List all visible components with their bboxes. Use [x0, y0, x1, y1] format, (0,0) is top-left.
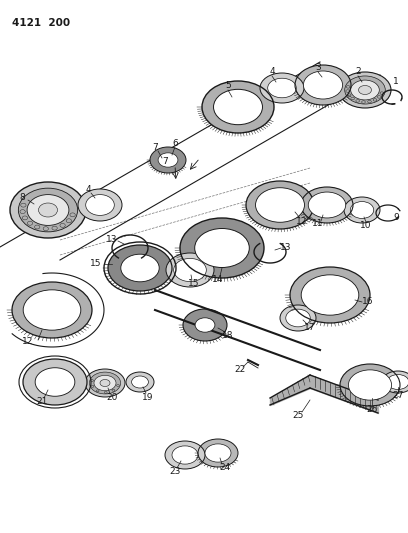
Ellipse shape	[359, 85, 372, 94]
Ellipse shape	[387, 375, 408, 390]
Text: 12: 12	[296, 217, 308, 227]
Ellipse shape	[121, 254, 159, 282]
Ellipse shape	[10, 182, 86, 238]
Ellipse shape	[35, 368, 75, 396]
Ellipse shape	[268, 78, 296, 98]
Ellipse shape	[158, 153, 178, 167]
Ellipse shape	[195, 229, 249, 268]
Ellipse shape	[198, 439, 238, 467]
Ellipse shape	[174, 259, 206, 281]
Text: 13: 13	[280, 244, 292, 253]
Ellipse shape	[308, 192, 346, 218]
Text: 8: 8	[19, 192, 25, 201]
Ellipse shape	[301, 275, 359, 315]
Ellipse shape	[290, 267, 370, 323]
Text: 12: 12	[22, 337, 34, 346]
Ellipse shape	[38, 203, 58, 217]
Ellipse shape	[382, 371, 408, 393]
Text: 24: 24	[220, 464, 231, 472]
Text: 19: 19	[142, 392, 154, 401]
Ellipse shape	[348, 370, 392, 400]
Text: 27: 27	[392, 392, 404, 400]
Ellipse shape	[94, 375, 116, 391]
Text: 4: 4	[85, 184, 91, 193]
Text: 7: 7	[162, 157, 168, 166]
Ellipse shape	[350, 201, 374, 219]
Ellipse shape	[344, 197, 380, 223]
Text: 15: 15	[90, 260, 102, 269]
Text: 22: 22	[234, 366, 246, 375]
Ellipse shape	[126, 372, 154, 392]
Text: 20: 20	[106, 393, 118, 402]
Ellipse shape	[286, 309, 310, 327]
Text: 17: 17	[304, 324, 316, 333]
Ellipse shape	[195, 318, 215, 332]
Text: 3: 3	[315, 63, 321, 72]
Text: 18: 18	[222, 330, 234, 340]
Text: 2: 2	[355, 68, 361, 77]
Text: 23: 23	[169, 467, 181, 477]
Ellipse shape	[86, 195, 114, 215]
Ellipse shape	[304, 71, 343, 99]
Text: 26: 26	[366, 406, 378, 415]
Ellipse shape	[85, 369, 125, 397]
Ellipse shape	[202, 81, 274, 133]
Ellipse shape	[150, 147, 186, 173]
Ellipse shape	[205, 444, 231, 462]
Ellipse shape	[301, 187, 353, 223]
Text: 16: 16	[362, 297, 374, 306]
Ellipse shape	[295, 65, 351, 105]
Ellipse shape	[18, 188, 78, 232]
Ellipse shape	[23, 290, 81, 330]
Text: 21: 21	[36, 398, 48, 407]
Ellipse shape	[78, 189, 122, 221]
Ellipse shape	[27, 195, 69, 225]
Ellipse shape	[12, 282, 92, 338]
Ellipse shape	[183, 309, 227, 341]
Text: 6: 6	[172, 139, 178, 148]
Ellipse shape	[166, 253, 214, 287]
Text: 13: 13	[106, 236, 118, 245]
Ellipse shape	[89, 372, 121, 394]
Text: 4: 4	[269, 68, 275, 77]
Ellipse shape	[23, 359, 87, 405]
Text: 10: 10	[360, 222, 372, 230]
Ellipse shape	[340, 364, 400, 406]
Ellipse shape	[132, 376, 149, 388]
Ellipse shape	[246, 181, 314, 229]
Ellipse shape	[339, 72, 391, 108]
Ellipse shape	[345, 76, 385, 104]
Text: 14: 14	[212, 276, 224, 285]
Text: 15: 15	[188, 279, 200, 288]
Ellipse shape	[213, 90, 262, 125]
Text: 7: 7	[152, 143, 158, 152]
Text: 5: 5	[225, 82, 231, 91]
Ellipse shape	[280, 305, 316, 331]
Text: 4121  200: 4121 200	[12, 18, 70, 28]
Ellipse shape	[108, 245, 172, 291]
Text: 9: 9	[393, 214, 399, 222]
Text: 11: 11	[312, 220, 324, 229]
Text: 1: 1	[393, 77, 399, 86]
Ellipse shape	[172, 446, 198, 464]
Ellipse shape	[260, 73, 304, 103]
Ellipse shape	[351, 80, 379, 100]
Ellipse shape	[180, 218, 264, 278]
Ellipse shape	[100, 379, 110, 386]
Ellipse shape	[165, 441, 205, 469]
Ellipse shape	[255, 188, 304, 222]
Text: 25: 25	[292, 411, 304, 421]
